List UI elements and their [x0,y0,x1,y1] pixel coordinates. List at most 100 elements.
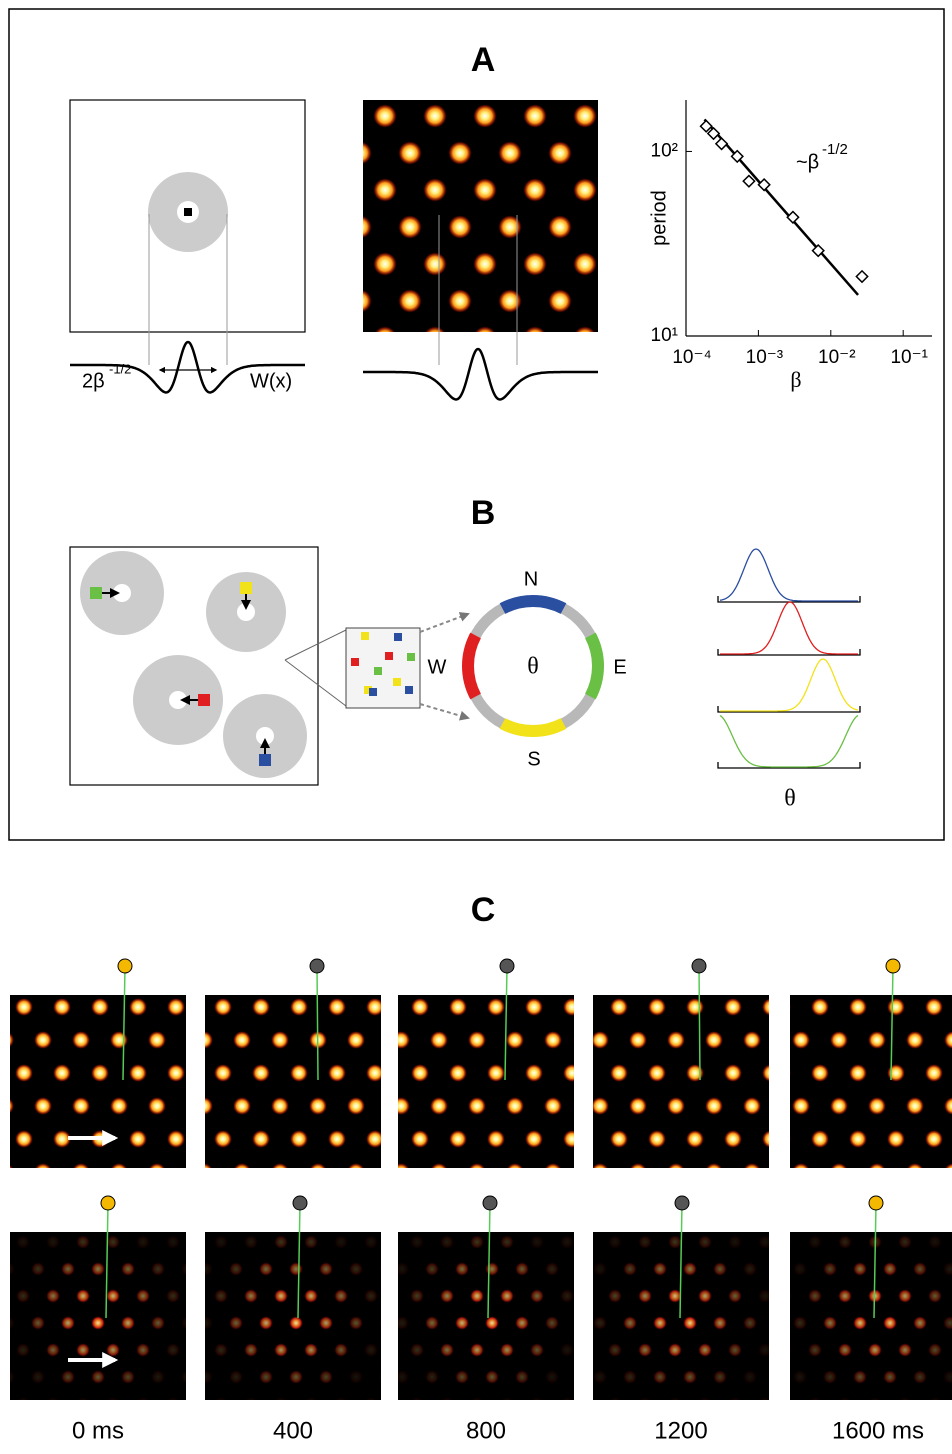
activity-bump [773,1262,787,1276]
activity-bump [609,997,629,1017]
activity-bump [251,1063,271,1083]
activity-bump [575,1424,589,1438]
activity-bump [667,965,685,983]
activity-bump [810,1063,830,1083]
probe-line [890,965,894,1081]
activity-bump [742,1030,762,1050]
data-point [699,119,713,133]
activity-bump [379,1424,393,1438]
activity-bump [273,1288,289,1304]
activity-bump [327,1129,347,1149]
activity-bump [823,1208,837,1222]
probe-ball [482,1195,498,1211]
activity-bump [398,1315,410,1331]
activity-bump [811,1196,829,1214]
activity-bump [105,1288,121,1304]
activity-bump [704,1030,724,1050]
activity-bump [128,997,148,1017]
activity-bump [506,1162,524,1168]
activity-bump [60,1315,76,1331]
activity-bump [743,1208,757,1222]
probe-ball [868,1195,884,1211]
kernel-curve [70,340,305,394]
activity-bump [637,1342,653,1358]
panel-label: C [471,891,496,929]
activity-bump [883,1208,897,1222]
ring-label: θ [527,654,539,680]
activity-bump [499,1288,515,1304]
activity-bump [781,965,799,983]
activity-bump [288,1261,304,1277]
activity-bump [288,1315,304,1331]
activity-bump [205,1162,213,1168]
activity-bump [807,1342,823,1358]
activity-bump [409,1342,425,1358]
probe-line [105,1202,109,1319]
activity-bump [628,1096,648,1116]
activity-bump [185,1038,186,1042]
activity-bump [685,1129,705,1149]
activity-bump [819,965,837,983]
activity-bump [622,1315,638,1331]
neuron [184,208,192,216]
activity-bump [712,1369,728,1385]
activity-bump [425,1208,439,1222]
activity-bump [410,997,430,1017]
activity-bump [598,141,622,165]
data-point [855,269,869,284]
activity-bump [423,104,447,128]
activity-bump [14,1063,34,1083]
activity-bump [258,1315,274,1331]
direction-arc [462,632,482,700]
zoom-arrow [419,703,470,721]
probe-ball [885,958,901,974]
activity-bump [593,1096,610,1116]
activity-bump [228,1369,244,1385]
annotation-exponent: -1/2 [822,141,848,158]
neuron [374,667,382,675]
activity-bump [303,1342,319,1358]
time-label: 800 [466,1417,506,1444]
activity-bump [213,1288,229,1304]
activity-bump [105,1234,121,1250]
activity-bump [380,1397,394,1411]
activity-bump [430,1162,448,1168]
activity-bump [525,1196,543,1214]
activity-bump [473,252,497,276]
activity-bump [723,1063,743,1083]
activity-bump [448,215,472,239]
activity-bump [148,1162,166,1168]
activity-bump [848,997,868,1017]
activity-bump [790,1134,792,1144]
activity-bump [199,1208,213,1222]
activity-bump [410,1129,430,1149]
activity-bump [424,326,446,332]
activity-bump [213,997,233,1017]
activity-bump [548,289,572,313]
activity-bump [869,1396,881,1400]
activity-bump [514,1369,530,1385]
activity-bump [629,1162,647,1168]
activity-bump [575,1316,589,1330]
activity-bump [429,1096,449,1116]
probe-line [698,965,701,1081]
probe-line [679,1202,683,1319]
zoom-box [345,627,421,709]
activity-bump [927,1234,943,1250]
panel-label: A [471,41,496,79]
activity-bump [757,1234,769,1250]
activity-bump [398,1162,410,1168]
activity-bump [573,252,597,276]
activity-bump [505,1096,525,1116]
activity-bump [757,1342,769,1358]
activity-bump [899,1396,911,1400]
activity-bump [181,1424,195,1438]
activity-bump [90,1315,106,1331]
activity-bump [348,67,372,91]
activity-bump [61,1208,75,1222]
lattice [205,997,381,1168]
activity-bump [942,1369,952,1385]
tuning-curve [720,658,859,712]
activity-bump [10,1032,15,1048]
activity-bump [713,1208,727,1222]
